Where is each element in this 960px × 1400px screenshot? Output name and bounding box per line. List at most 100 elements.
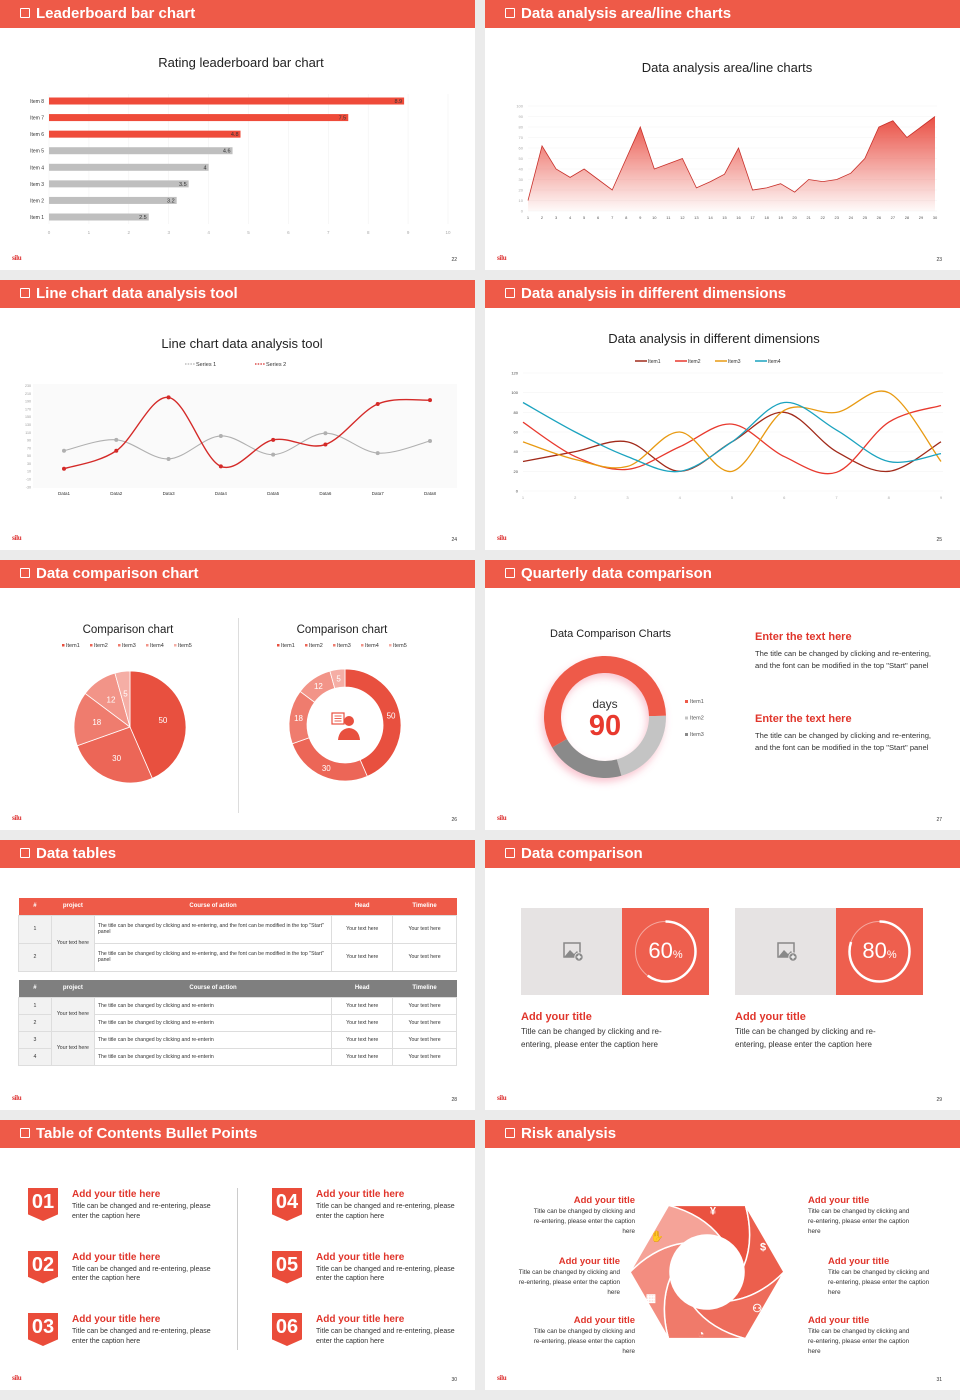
percent-box: 60% [622,908,709,995]
x-tick-label: Data5 [267,491,280,496]
y-tick-label: 30 [519,177,524,182]
x-tick-label: 2 [574,495,577,500]
bar [49,196,177,204]
slide-quarterly: Quarterly data comparison Data Compariso… [485,560,960,830]
x-tick-label: 10 [445,230,451,235]
legend-label: Item2 [690,716,704,722]
number-badge: 03 [28,1313,58,1346]
image-add-icon[interactable] [777,942,799,962]
logo: silu [497,1374,507,1382]
bar [49,97,405,105]
slide-leaderboard: Leaderboard bar chart Rating leaderboard… [0,0,475,270]
bar-value-label: 4.6 [223,149,231,155]
legend-swatch [361,644,364,647]
percent-label: 80% [836,938,923,964]
category-label: Item 6 [30,132,44,138]
x-tick-label: 16 [736,215,741,220]
chart-title: Data analysis in different dimensions [608,331,820,346]
legend-swatch [389,644,392,647]
item-title: Add your title here [316,1251,405,1263]
series-line [522,401,942,473]
bar-chart: 0 1 2 3 4 5 6 7 8 9 10 2.5 Item 1 3.2 Item 2 3.5 Item 3 4… [30,94,451,235]
x-tick-label: 7 [327,230,330,235]
x-tick-label: 13 [694,215,699,220]
x-tick-label: 3 [167,230,170,235]
multi-line-chart: 0 20 40 60 80 100 120 1 2 3 4 5 6 7 8 9 Item1 Item2 Item3 I… [511,359,943,500]
row-number: 1 [18,914,52,944]
column-header: Head [354,985,370,992]
donut-segment [616,715,666,776]
x-tick-label: 4 [207,230,210,235]
slice-label: 18 [92,718,101,727]
card-text: Title can be changed by clicking and re-… [521,1027,662,1049]
table-row: 3 Your text here The title can be changed … [18,1030,457,1066]
legend-swatch [685,716,688,720]
divider [237,1188,238,1350]
logo: silu [12,534,22,542]
block-text: The title can be changed by clicking and… [755,649,932,670]
legend-label: Item1 [281,643,295,649]
item-text: Title can be changed and re-entering, pl… [316,1328,455,1345]
action-cell: The title can be changed by clicking and… [93,914,333,944]
slice-label: 12 [314,682,323,691]
x-tick-label: 2 [128,230,131,235]
page-number: 22 [451,257,457,263]
data-point [218,433,223,438]
bar-value-label: 3.5 [179,182,187,188]
logo: silu [497,254,507,262]
x-tick-label: 1 [522,495,525,500]
block-text: The title can be changed by clicking and… [755,731,932,752]
slide-header: Table of Contents Bullet Points [0,1120,475,1148]
slide-comparison: Data comparison chart Comparison chart C… [0,560,475,830]
legend-label: Item2 [309,643,323,649]
divider [238,618,239,813]
slice-label: 12 [107,695,116,704]
bar-value-label: 4.8 [231,132,239,138]
legend-label: Item1 [648,359,661,365]
table-row: 1 Your text here The title can be changed … [18,914,457,972]
logo: silu [12,814,22,822]
legend-label: Item4 [365,643,379,649]
row-number: 2 [18,942,52,972]
head-cell: Your text here [331,1013,394,1032]
slice-label: 30 [112,754,121,763]
y-tick-label: 80 [514,410,519,415]
page-number: 25 [936,537,942,543]
timeline-cell: Your text here [392,996,457,1015]
item-title: Add your title here [316,1189,405,1200]
card-title: Add your title [735,1011,806,1023]
y-tick-label: 100 [516,104,523,109]
checkbox-icon [20,8,30,18]
x-tick-label: 2 [541,215,544,220]
row-number: 4 [18,1047,52,1066]
pie-slice [329,668,346,689]
bar-value-label: 3.2 [167,198,175,204]
x-tick-label: 9 [407,230,410,235]
category-label: Item 2 [30,198,44,204]
item-title: Add your title here [72,1251,161,1263]
x-tick-label: 29 [919,215,924,220]
slide-header-title: Data analysis in different dimensions [521,285,787,302]
slide-header: Data comparison [485,840,960,868]
y-tick-label: 60 [514,430,519,435]
y-tick-label: 190 [25,400,31,404]
bar [49,213,149,221]
item-text: Title can be changed and re-entering, pl… [72,1265,211,1283]
page-number: 30 [451,1377,457,1383]
timeline-cell: Your text here [392,1013,457,1032]
data-point [114,437,119,442]
x-tick-label: 24 [849,215,854,220]
x-tick-label: 12 [680,215,685,220]
x-tick-label: 22 [820,215,825,220]
bar [49,180,189,188]
x-tick-label: 30 [933,215,938,220]
data-point [271,452,276,457]
pie-slice [76,726,153,784]
slide-header: Leaderboard bar chart [0,0,475,28]
image-add-icon[interactable] [563,942,585,962]
slide-header-title: Data analysis area/line charts [521,5,732,22]
data-point [375,451,380,456]
x-tick-label: 19 [778,215,783,220]
buildings-icon: ▦ [646,1293,656,1305]
